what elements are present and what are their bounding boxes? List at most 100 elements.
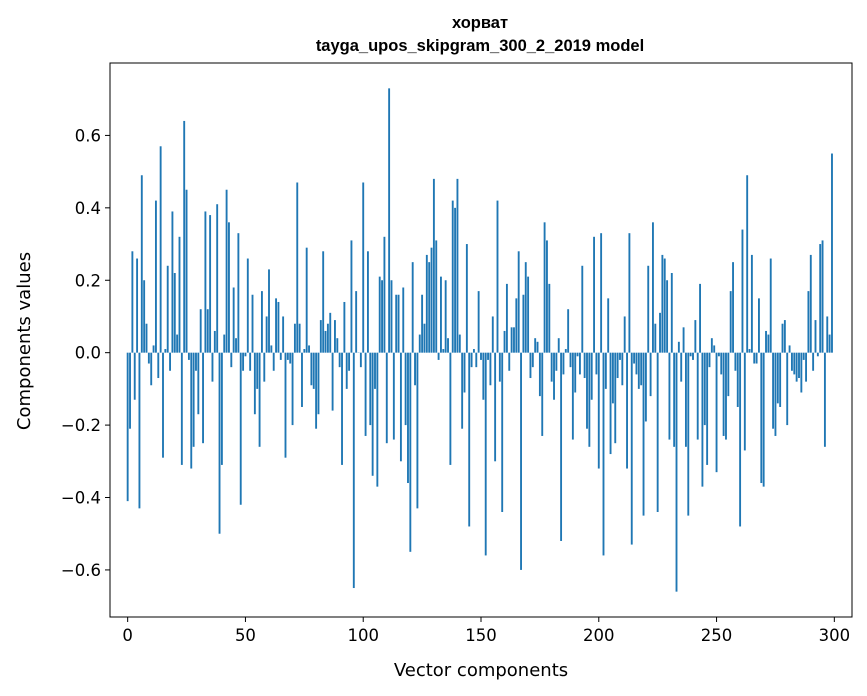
bar [616, 352, 619, 379]
bar [614, 352, 617, 444]
bar [696, 352, 699, 440]
bar [491, 316, 494, 353]
bar [786, 352, 789, 426]
bar [312, 352, 315, 389]
y-tick-label: −0.6 [61, 561, 101, 580]
bar [586, 352, 588, 429]
x-axis-label: Vector components [394, 660, 568, 681]
bar [513, 327, 515, 353]
bar [308, 345, 310, 353]
bar [520, 352, 522, 570]
bar [395, 294, 398, 353]
bar [699, 283, 701, 353]
bar [515, 298, 518, 353]
bar [383, 236, 386, 353]
bar [256, 352, 259, 389]
bar [371, 352, 374, 476]
bar [640, 352, 643, 386]
bar [689, 352, 692, 357]
bar [501, 352, 504, 512]
bar [706, 352, 709, 465]
bar [472, 349, 475, 353]
bar [517, 251, 520, 353]
bar [173, 273, 176, 353]
bar [192, 352, 195, 447]
bar [583, 352, 586, 379]
bar [218, 352, 221, 534]
bar [376, 352, 379, 487]
bar [553, 352, 555, 400]
bar [303, 349, 306, 353]
bar [164, 349, 167, 353]
bar [588, 352, 591, 447]
bar [484, 352, 487, 556]
bar [793, 352, 796, 375]
bar [402, 287, 405, 353]
bar [538, 352, 541, 397]
bar [136, 258, 139, 353]
bar [769, 258, 772, 353]
bar [397, 294, 400, 353]
bar [246, 258, 249, 353]
bar [677, 341, 680, 353]
bar [404, 352, 407, 426]
bar [162, 352, 164, 458]
bars-group [126, 88, 833, 592]
bar [503, 330, 506, 353]
bar [470, 352, 473, 368]
bar [732, 262, 734, 353]
bar [576, 352, 579, 357]
bar [666, 280, 669, 353]
bar [602, 352, 605, 556]
bar [543, 222, 546, 353]
bar [411, 262, 414, 353]
bar [204, 211, 207, 353]
y-tick-label: 0.0 [75, 344, 101, 363]
bar [482, 352, 485, 400]
bar [527, 276, 530, 353]
bar [185, 189, 188, 353]
bar [147, 352, 150, 364]
bar [447, 338, 449, 353]
bar [524, 262, 527, 353]
bar [619, 352, 621, 360]
x-tick-label: 200 [583, 626, 615, 645]
bar [458, 334, 461, 353]
bar [805, 352, 807, 382]
bar [428, 262, 431, 353]
bar [819, 244, 822, 353]
y-axis-label: Components values [14, 252, 35, 430]
bar [560, 352, 563, 541]
bar [421, 294, 424, 353]
bar [129, 352, 131, 429]
bar [322, 251, 325, 353]
bar [369, 352, 372, 426]
bar [385, 352, 388, 444]
bar [682, 327, 685, 353]
bar [374, 352, 376, 389]
bar [237, 233, 240, 353]
bar [739, 352, 742, 527]
bar [209, 215, 212, 353]
y-tick-label: −0.2 [61, 416, 101, 435]
bar [562, 352, 565, 375]
bar [381, 280, 383, 353]
bar [338, 352, 341, 368]
bar [211, 352, 214, 382]
bar [463, 352, 466, 393]
bar [755, 352, 758, 364]
bar [133, 352, 136, 400]
bar [407, 352, 409, 484]
bar [216, 204, 219, 353]
bar [143, 280, 146, 353]
y-tick-label: 0.4 [75, 199, 101, 218]
bar [555, 352, 558, 371]
chart-subtitle: tayga_upos_skipgram_300_2_2019 model [316, 37, 644, 55]
bar [343, 301, 346, 353]
bar [790, 352, 793, 371]
bar [595, 352, 598, 375]
bar [807, 291, 810, 353]
x-tick-label: 300 [819, 626, 851, 645]
bar [611, 352, 614, 404]
